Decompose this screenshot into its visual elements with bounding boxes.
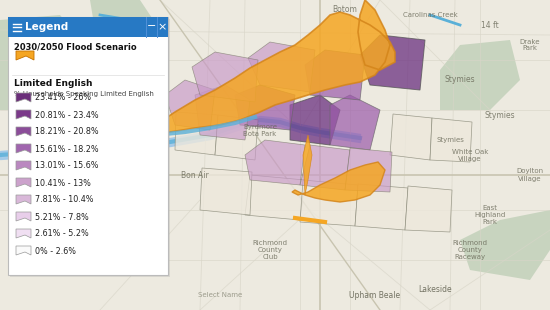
Polygon shape [192, 52, 258, 102]
Polygon shape [16, 144, 31, 153]
Polygon shape [390, 114, 432, 160]
Polygon shape [16, 229, 31, 238]
Text: Carolinas Creek: Carolinas Creek [403, 12, 458, 18]
FancyBboxPatch shape [8, 17, 168, 37]
Text: Select Name: Select Name [198, 292, 242, 298]
Polygon shape [16, 110, 31, 119]
Text: 2.61% - 5.2%: 2.61% - 5.2% [35, 229, 89, 238]
Polygon shape [245, 140, 305, 185]
Text: 14 ft: 14 ft [481, 20, 499, 29]
Polygon shape [330, 95, 380, 150]
Polygon shape [16, 195, 31, 204]
Polygon shape [16, 246, 31, 255]
Polygon shape [165, 80, 215, 130]
FancyBboxPatch shape [8, 17, 168, 275]
Text: Drake
Park: Drake Park [520, 38, 540, 51]
Polygon shape [245, 175, 305, 220]
Text: Doylton
Village: Doylton Village [516, 169, 543, 181]
Polygon shape [292, 162, 385, 202]
Text: 10.41% - 13%: 10.41% - 13% [35, 179, 91, 188]
Text: 20.81% - 23.4%: 20.81% - 23.4% [35, 110, 98, 119]
Polygon shape [460, 210, 550, 280]
Text: 23.41% - 26%: 23.41% - 26% [35, 94, 91, 103]
Text: East
Highland
Park: East Highland Park [474, 205, 505, 225]
Text: Byrdmore
Bota Park: Byrdmore Bota Park [243, 123, 277, 136]
Polygon shape [235, 85, 295, 130]
Polygon shape [290, 95, 340, 145]
Text: Stymies: Stymies [436, 137, 464, 143]
Text: Bon Air: Bon Air [181, 170, 209, 179]
Text: Botom: Botom [333, 6, 358, 15]
Text: Richmond
County
Club: Richmond County Club [252, 240, 288, 260]
Text: 5.21% - 7.8%: 5.21% - 7.8% [35, 212, 89, 222]
Polygon shape [360, 35, 425, 90]
Polygon shape [90, 0, 160, 70]
Text: % Households Speaking Limited English: % Households Speaking Limited English [14, 91, 154, 97]
Text: 18.21% - 20.8%: 18.21% - 20.8% [35, 127, 98, 136]
FancyBboxPatch shape [10, 19, 170, 277]
Text: 0% - 2.6%: 0% - 2.6% [35, 246, 76, 255]
Text: 2030/2050 Flood Scenario: 2030/2050 Flood Scenario [14, 43, 136, 52]
Polygon shape [303, 135, 312, 195]
Polygon shape [345, 148, 392, 192]
Text: 15.61% - 18.2%: 15.61% - 18.2% [35, 144, 98, 153]
Polygon shape [405, 186, 452, 232]
Polygon shape [300, 145, 350, 190]
Polygon shape [215, 115, 258, 160]
Text: Legend: Legend [25, 22, 68, 32]
Text: Stymies: Stymies [485, 110, 515, 119]
Text: −: − [147, 21, 157, 31]
Polygon shape [16, 212, 31, 221]
Text: Lakeside: Lakeside [418, 286, 452, 294]
Polygon shape [195, 85, 250, 140]
Polygon shape [0, 15, 90, 110]
Polygon shape [16, 127, 31, 136]
Text: Richmond
County
Raceway: Richmond County Raceway [453, 240, 487, 260]
Polygon shape [355, 184, 408, 230]
Polygon shape [175, 112, 218, 155]
Polygon shape [430, 118, 472, 162]
Text: 7.81% - 10.4%: 7.81% - 10.4% [35, 196, 94, 205]
Text: Upham Beale: Upham Beale [349, 290, 400, 299]
Text: White Oak
Village: White Oak Village [452, 148, 488, 162]
Polygon shape [16, 51, 34, 60]
Polygon shape [16, 178, 31, 187]
Text: Limited English: Limited English [14, 79, 92, 88]
Text: Stymies: Stymies [445, 76, 475, 85]
Polygon shape [16, 93, 31, 102]
Text: 13.01% - 15.6%: 13.01% - 15.6% [35, 162, 98, 171]
Polygon shape [300, 180, 358, 226]
Polygon shape [305, 50, 365, 100]
Polygon shape [16, 161, 31, 170]
Polygon shape [440, 40, 520, 110]
Polygon shape [248, 42, 315, 92]
Text: ×: × [157, 22, 167, 32]
Polygon shape [200, 168, 252, 215]
Text: Box Al: Box Al [123, 91, 147, 100]
Polygon shape [145, 0, 395, 140]
